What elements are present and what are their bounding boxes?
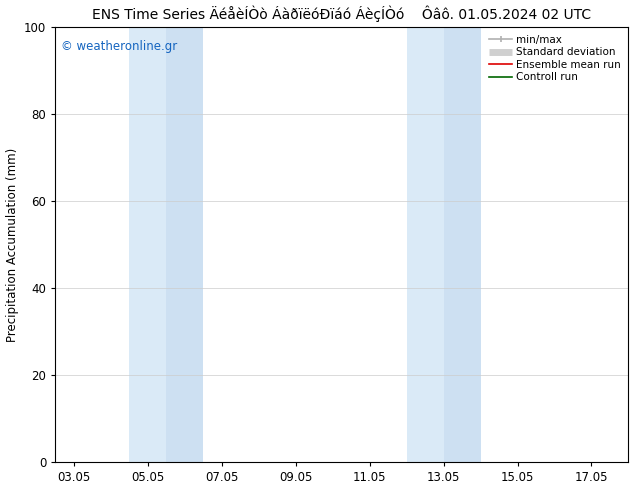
- Bar: [444, 27, 481, 463]
- Title: ENS Time Series ÄéåèÍÒò ÁàðïëóÐïáó ÁèçÍÒó    Ôâô. 01.05.2024 02 UTC: ENS Time Series ÄéåèÍÒò ÁàðïëóÐïáó ÁèçÍÒ…: [93, 5, 592, 22]
- Bar: [406, 27, 444, 463]
- Y-axis label: Precipitation Accumulation (mm): Precipitation Accumulation (mm): [6, 148, 18, 342]
- Legend: min/max, Standard deviation, Ensemble mean run, Controll run: min/max, Standard deviation, Ensemble me…: [488, 33, 623, 85]
- Text: © weatheronline.gr: © weatheronline.gr: [61, 41, 178, 53]
- Bar: [129, 27, 166, 463]
- Bar: [166, 27, 204, 463]
